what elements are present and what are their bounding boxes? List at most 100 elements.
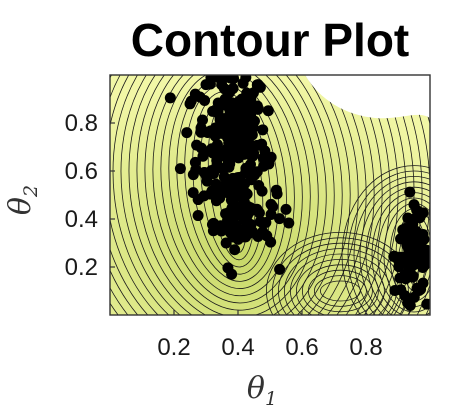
scatter-point-212 [219,172,231,184]
scatter-point-261 [253,179,265,191]
scatter-point-377 [408,199,420,211]
contour-right-7 [365,186,430,315]
scatter-point-163 [206,185,218,197]
scatter-point-244 [192,210,204,222]
scatter-point-337 [409,229,421,241]
y-axis-ticks: 0.2 0.4 0.6 0.8 [65,110,115,281]
scatter-point-367 [404,186,416,198]
y-tick-label: 0.8 [65,110,98,137]
scatter-point-314 [421,298,430,310]
scatter-point-190 [237,116,249,128]
scatter-point-210 [227,143,239,155]
contour-main-11 [128,75,335,315]
scatter-point-68 [257,124,269,136]
scatter-point-329 [389,285,401,297]
scatter-point-115 [198,190,210,202]
scatter-point-31 [197,150,209,162]
scatter-point-209 [257,152,269,164]
x-tick-label: 0.8 [349,334,382,361]
scatter-point-370 [184,98,196,110]
scatter-point-167 [251,79,263,91]
x-axis-label: θ1 [247,371,277,410]
scatter-point-260 [267,201,279,213]
scatter-point-208 [209,130,221,142]
scatter-point-257 [206,219,218,231]
y-axis-label-subscript: 2 [20,185,42,198]
y-axis-label-symbol: θ [3,197,38,215]
contour-right-11 [341,165,430,315]
scatter-point-356 [407,270,419,282]
x-axis-label-symbol: θ [247,371,265,406]
scatter-point-276 [226,217,238,229]
y-tick-label: 0.4 [65,206,98,233]
contour-bottom-8 [272,237,409,315]
scatter-point-273 [234,206,246,218]
scatter-point-366 [419,245,430,257]
scatter-point-379 [258,160,270,172]
scatter-point-215 [224,106,236,118]
scatter-point-181 [201,175,213,187]
contour-bottom-3 [302,264,379,315]
x-tick-label: 0.2 [157,334,190,361]
contour-main-8 [152,75,311,311]
contour-main-15 [110,75,367,315]
scatter-point-372 [270,184,282,196]
contour-bottom-1 [313,275,367,307]
contour-main-6 [168,75,295,297]
scatter-point-178 [238,148,250,160]
y-tick-label: 0.2 [65,254,98,281]
contour-main-21 [110,75,415,315]
x-axis-label-subscript: 1 [265,388,277,410]
contour-main-19 [110,75,399,315]
scatter-point-339 [393,261,405,273]
scatter-point-378 [174,163,186,175]
scatter-point-242 [252,230,264,242]
scatter-point-309 [413,284,425,296]
scatter-point-204 [194,91,206,103]
scatter-points [164,75,430,312]
scatter-point-369 [417,261,429,273]
scatter-point-42 [195,142,207,154]
y-tick-label: 0.6 [65,158,98,185]
scatter-point-272 [260,216,272,228]
scatter-point-211 [245,110,257,122]
scatter-point-243 [229,244,241,256]
contour-right-5 [377,197,430,313]
scatter-point-182 [222,187,234,199]
scatter-point-255 [235,191,247,203]
scatter-point-197 [224,158,236,170]
scatter-point-219 [190,164,202,176]
scatter-point-217 [240,167,252,179]
scatter-point-365 [400,229,412,241]
scatter-point-374 [226,268,238,280]
scatter-point-279 [210,195,222,207]
scatter-point-218 [262,105,274,117]
scatter-point-194 [240,75,252,83]
scatter-point-200 [225,75,237,83]
scatter-point-269 [242,219,254,231]
scatter-point-131 [244,158,256,170]
scatter-point-382 [187,187,199,199]
contour-main-23 [110,75,430,315]
contour-main-12 [120,75,343,315]
scatter-point-202 [211,155,223,167]
scatter-point-274 [223,207,235,219]
scatter-point-373 [280,203,292,215]
scatter-point-371 [181,127,193,139]
contour-main-14 [110,75,359,315]
scatter-point-223 [283,217,295,229]
scatter-point-199 [215,112,227,124]
scatter-point-207 [199,167,211,179]
y-axis-label: θ2 [3,185,42,215]
contour-main-7 [160,75,303,304]
contour-main-20 [110,75,407,315]
scatter-point-361 [402,239,414,251]
scatter-point-153 [212,97,224,109]
scatter-point-278 [240,231,252,243]
scatter-point-196 [274,213,286,225]
scatter-point-277 [231,227,243,239]
contour-bottom-0 [319,280,361,302]
scatter-point-328 [404,221,416,233]
scatter-point-381 [245,93,257,105]
